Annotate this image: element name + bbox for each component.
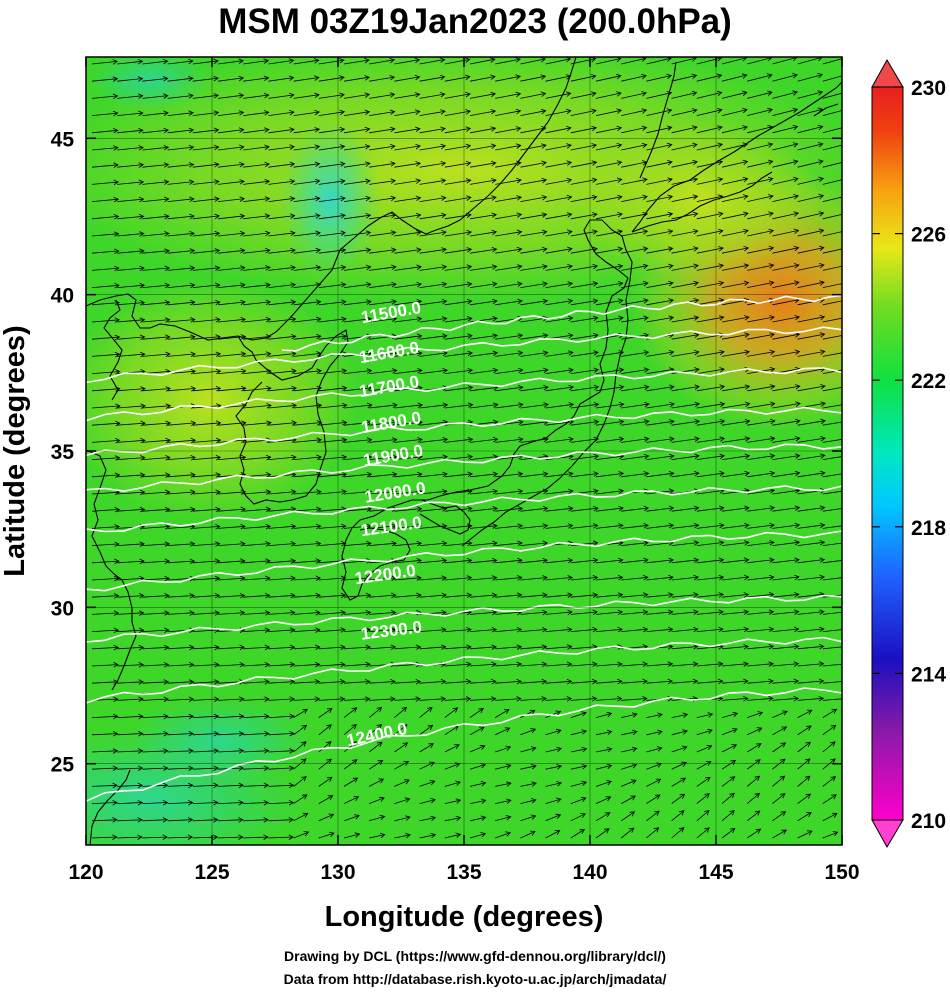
x-tick-label: 130 bbox=[320, 861, 355, 884]
y-tick-label: 40 bbox=[51, 285, 74, 308]
drawing-credit: Drawing by DCL (https://www.gfd-dennou.o… bbox=[284, 948, 666, 964]
x-tick-label: 140 bbox=[572, 861, 607, 884]
contour-line bbox=[281, 294, 842, 352]
colorbar-ticks: 230 226 222 218 214 210 bbox=[872, 77, 946, 833]
colorbar: 230 226 222 218 214 210 bbox=[871, 58, 946, 849]
map-title: MSM 03Z19Jan2023 (200.0hPa) bbox=[218, 2, 732, 41]
lat-lon-grid bbox=[86, 57, 842, 845]
x-tick-label: 150 bbox=[824, 861, 859, 884]
colorbar-tick-label: 230 bbox=[911, 77, 946, 100]
coastline bbox=[86, 57, 842, 845]
y-tick-label: 25 bbox=[51, 754, 75, 777]
colorbar-tick-label: 226 bbox=[911, 224, 946, 247]
y-tick-label: 45 bbox=[51, 128, 75, 151]
x-axis-ticks: 120 125 130 135 140 145 150 bbox=[68, 57, 860, 884]
x-axis-label: Longitude (degrees) bbox=[325, 901, 604, 933]
map-figure: 11500.011600.011700.011800.011900.012000… bbox=[0, 56, 946, 933]
x-tick-label: 135 bbox=[446, 861, 481, 884]
temperature-field bbox=[86, 57, 842, 845]
colorbar-max-arrow bbox=[871, 58, 904, 88]
x-tick-label: 125 bbox=[194, 861, 229, 884]
colorbar-tick-label: 210 bbox=[911, 810, 946, 833]
wind-arrow-paths bbox=[91, 57, 842, 840]
x-tick-label: 145 bbox=[698, 861, 733, 884]
wind-vectors bbox=[91, 57, 842, 840]
data-credit: Data from http://database.rish.kyoto-u.a… bbox=[283, 971, 667, 987]
y-axis-label: Latitude (degrees) bbox=[0, 325, 31, 576]
colorbar-tick-label: 218 bbox=[911, 517, 946, 540]
y-axis-ticks: 25 30 35 40 45 bbox=[51, 128, 842, 777]
colorbar-tick-label: 222 bbox=[911, 370, 946, 393]
colorbar-tick-label: 214 bbox=[911, 663, 946, 686]
y-tick-label: 30 bbox=[51, 597, 74, 620]
colorbar-min-arrow bbox=[871, 819, 904, 849]
y-tick-label: 35 bbox=[51, 441, 75, 464]
x-tick-label: 120 bbox=[68, 861, 103, 884]
